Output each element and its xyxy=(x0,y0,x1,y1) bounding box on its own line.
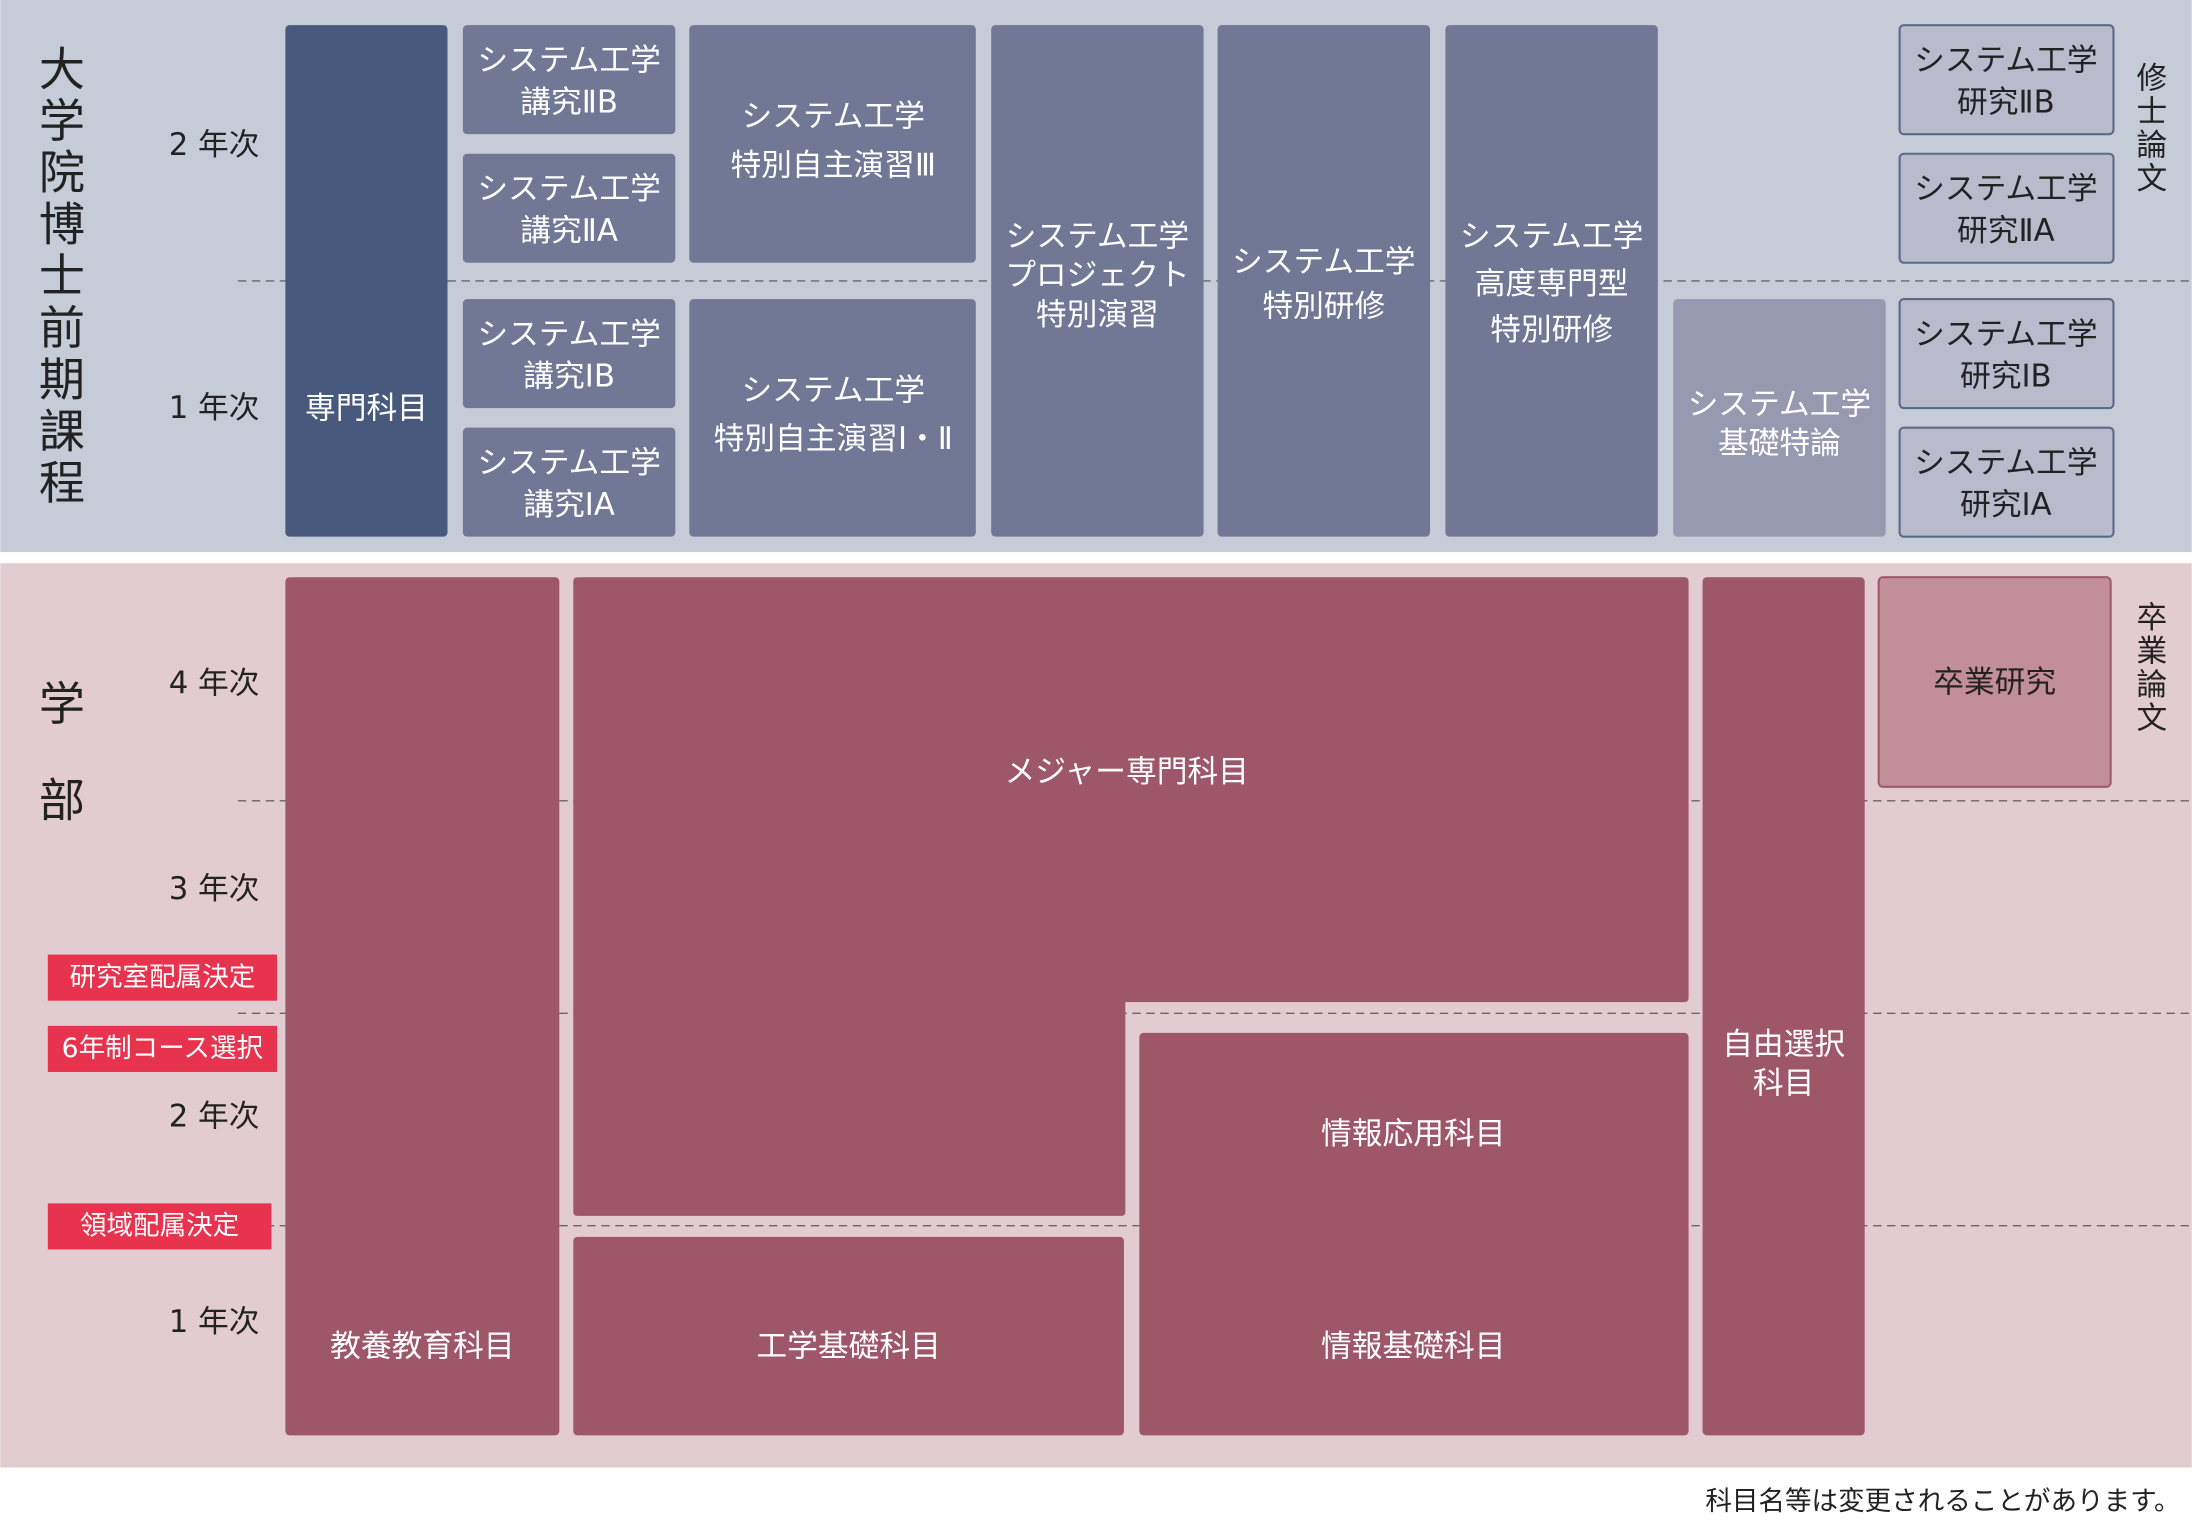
course-label: システム工学研究ⅠA xyxy=(1914,445,2097,523)
research-box xyxy=(1898,24,2115,136)
course-box xyxy=(689,25,976,263)
course-box xyxy=(462,299,676,409)
course-box xyxy=(1702,577,1865,1436)
course-box xyxy=(285,25,448,537)
course-label: システム工学高度専門型特別研修 xyxy=(1460,218,1643,348)
course-box xyxy=(573,1236,1124,1436)
year-label: 1 年次 xyxy=(169,390,260,426)
year-label: 2 年次 xyxy=(169,1099,260,1135)
course-box xyxy=(991,25,1204,537)
course-label: システム工学特別研修 xyxy=(1232,243,1415,324)
course-box xyxy=(1139,1032,1689,1436)
course-label: システム工学講究ⅠA xyxy=(477,445,660,523)
course-box xyxy=(1445,25,1658,537)
milestone xyxy=(47,1203,272,1250)
note: 科目名等は変更されることがあります。 xyxy=(1705,1486,2180,1517)
course-label: メジャー専門科目 xyxy=(1005,753,1249,789)
course-label: 自由選択科目 xyxy=(1722,1026,1845,1101)
course-label: 情報応用科目 xyxy=(1321,1115,1505,1151)
course-label: システム工学研究ⅠB xyxy=(1914,316,2097,394)
research-box xyxy=(1898,152,2115,264)
year-label: 2 年次 xyxy=(169,127,260,163)
course-box xyxy=(1217,25,1431,537)
research-box xyxy=(1898,426,2115,538)
course-label: システム工学研究ⅡA xyxy=(1914,171,2097,249)
course-label: システム工学研究ⅡB xyxy=(1914,42,2097,120)
course-label: システム工学講究ⅠB xyxy=(477,316,660,394)
course-box xyxy=(1673,299,1886,537)
year-label: 1 年次 xyxy=(169,1304,260,1340)
course-label: 情報基礎科目 xyxy=(1321,1328,1505,1364)
research-box xyxy=(1898,298,2115,410)
course-label: システム工学特別自主演習Ⅰ・Ⅱ xyxy=(714,372,953,457)
milestone-label: 6年制コース選択 xyxy=(62,1033,263,1064)
course-box xyxy=(573,577,1689,1216)
course-box xyxy=(689,299,976,537)
year-label: 4 年次 xyxy=(169,665,260,701)
year-label: 3 年次 xyxy=(169,871,260,907)
course-label: 教養教育科目 xyxy=(330,1328,514,1364)
course-label: システム工学講究ⅡB xyxy=(477,42,660,120)
graduate-title: 大学院博士前期課程 xyxy=(32,45,86,510)
course-box xyxy=(285,577,560,1436)
milestone-label: 研究室配属決定 xyxy=(69,962,255,993)
course-label: 卒業研究 xyxy=(1933,664,2056,700)
thesis-label: 卒業論文 xyxy=(2130,601,2166,735)
milestone xyxy=(47,954,277,1001)
course-label: システム工学プロジェクト特別演習 xyxy=(1005,218,1189,332)
course-box xyxy=(462,25,676,135)
course-box xyxy=(462,427,676,537)
course-label: 専門科目 xyxy=(305,390,428,426)
course-box xyxy=(462,153,676,263)
undergrad-title: 学部 xyxy=(32,679,86,872)
milestone xyxy=(47,1025,277,1072)
thesis-label: 修士論文 xyxy=(2130,61,2166,195)
course-label: システム工学基礎特論 xyxy=(1688,386,1871,461)
course-label: システム工学講究ⅡA xyxy=(477,171,660,249)
course-label: システム工学特別自主演習Ⅲ xyxy=(730,98,936,183)
course-label: 工学基礎科目 xyxy=(756,1328,940,1364)
milestone-label: 領域配属決定 xyxy=(80,1211,239,1242)
research-box xyxy=(1877,576,2112,788)
